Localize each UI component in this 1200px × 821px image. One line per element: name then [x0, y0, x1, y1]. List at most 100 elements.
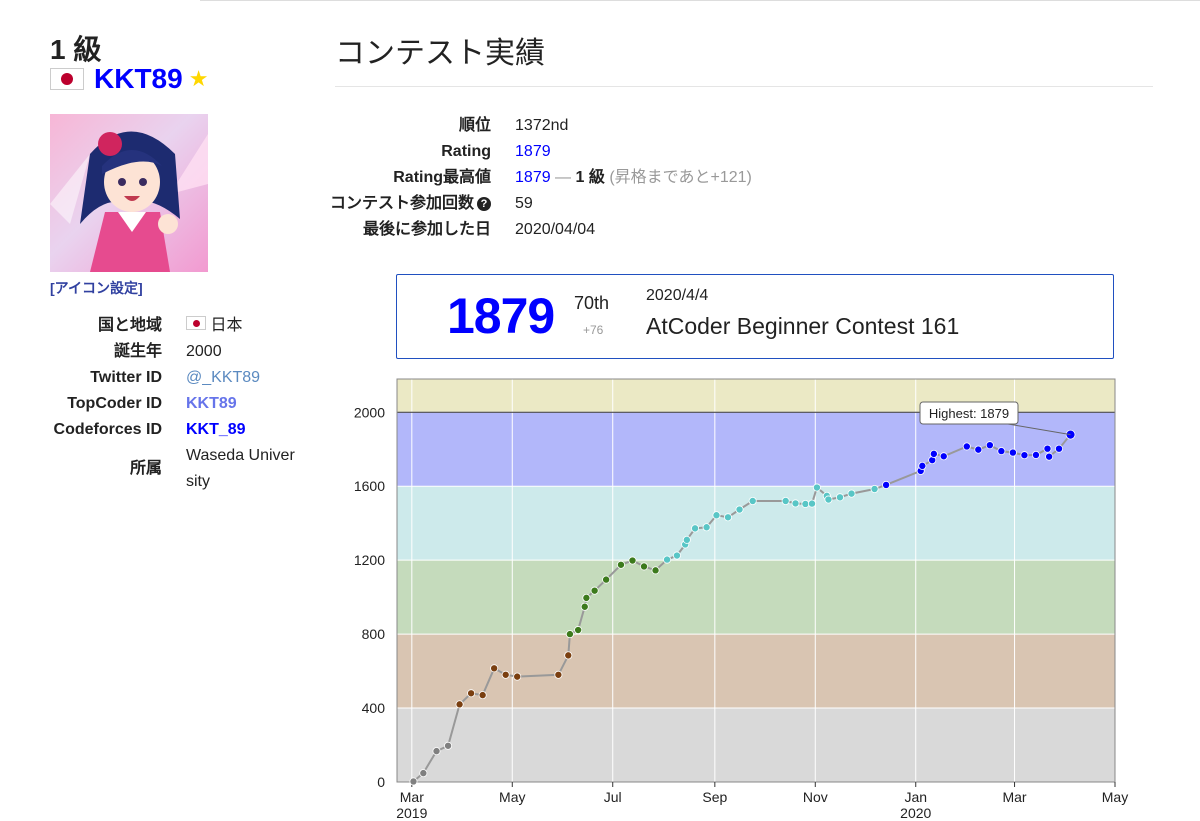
data-point — [590, 586, 599, 595]
contest-rating: 1879 — [447, 288, 555, 344]
data-point — [432, 747, 441, 756]
data-point — [628, 556, 637, 565]
count-value: 59 — [515, 195, 533, 212]
tooltip-leader-line — [1007, 423, 1071, 436]
count-label: コンテスト参加回数 — [330, 195, 475, 212]
help-question-icon[interactable]: ? — [477, 197, 492, 211]
data-point — [1020, 451, 1029, 460]
x-tick-label: Mar — [400, 789, 424, 805]
stats-row-rating: Rating 1879 — [330, 139, 752, 165]
contest-name-link[interactable]: AtCoder Beginner Contest 161 — [646, 313, 960, 339]
data-point — [574, 626, 583, 635]
stats-key: Rating最高値 — [393, 169, 492, 186]
data-point — [997, 447, 1006, 456]
stats-table: 順位 1372nd Rating 1879 Rating最高値 1879 — 1… — [330, 113, 752, 243]
data-point — [748, 497, 757, 506]
data-point — [651, 566, 660, 575]
rating-band-3 — [397, 486, 1115, 561]
data-point — [467, 689, 476, 698]
data-point — [663, 555, 672, 564]
y-tick-label: 800 — [362, 626, 386, 642]
data-point — [712, 511, 721, 520]
codeforces-link[interactable]: KKT_89 — [186, 421, 246, 438]
data-point — [1043, 444, 1052, 453]
rating-band-4 — [397, 412, 1115, 487]
data-point — [640, 562, 649, 571]
twitter-link[interactable]: @_KKT89 — [186, 369, 261, 386]
data-point — [582, 593, 591, 602]
profile-row-topcoder: TopCoder ID KKT89 — [40, 391, 310, 417]
stats-row-last: 最後に参加した日 2020/04/04 — [330, 217, 752, 243]
data-point — [801, 499, 810, 508]
plot-frame — [396, 378, 1116, 783]
user-line: KKT89 ★ — [50, 62, 208, 96]
stats-row-count: コンテスト参加回数? 59 — [330, 191, 752, 217]
contest-summary-box: 1879 70th +76 2020/4/4 AtCoder Beginner … — [396, 274, 1114, 359]
birth-year-value: 2000 — [186, 343, 222, 360]
japan-flag-icon — [50, 68, 84, 90]
data-point — [554, 670, 563, 679]
data-point — [490, 664, 499, 673]
profile-row-codeforces: Codeforces ID KKT_89 — [40, 417, 310, 443]
data-point — [870, 484, 879, 493]
profile-key: 誕生年 — [113, 343, 162, 360]
y-tick-label: 1600 — [354, 478, 385, 494]
profile-row-twitter: Twitter ID @_KKT89 — [40, 365, 310, 391]
data-point — [1008, 448, 1017, 457]
data-point — [444, 741, 453, 750]
contest-date: 2020/4/4 — [646, 287, 709, 304]
stats-key: Rating — [441, 143, 492, 160]
data-point — [939, 452, 948, 461]
data-point — [409, 777, 418, 786]
data-point — [419, 769, 428, 778]
profile-key: Codeforces ID — [53, 421, 162, 438]
data-point — [513, 672, 522, 681]
icon-setting-link[interactable]: [アイコン設定] — [50, 280, 143, 296]
highest-grade: 1 級 — [575, 169, 605, 186]
country-value: 日本 — [210, 317, 243, 334]
data-point — [974, 445, 983, 454]
data-point — [882, 480, 891, 489]
profile-key: TopCoder ID — [67, 395, 162, 412]
data-point — [962, 442, 971, 451]
y-tick-label: 1200 — [354, 552, 385, 568]
x-tick-label: Mar — [1002, 789, 1026, 805]
data-point — [682, 535, 691, 544]
profile-table: 国と地域 日本 誕生年 2000 Twitter ID @_KKT89 TopC… — [40, 313, 310, 495]
data-point — [835, 493, 844, 502]
data-point — [672, 551, 681, 560]
profile-row-country: 国と地域 日本 — [40, 313, 310, 339]
x-tick-label: Jan — [904, 789, 927, 805]
data-point — [724, 513, 733, 522]
stats-key: 順位 — [459, 117, 492, 134]
profile-key: Twitter ID — [90, 369, 162, 386]
contest-place: 70th — [574, 293, 610, 313]
data-point — [781, 497, 790, 506]
data-point — [478, 691, 487, 700]
data-point — [918, 461, 927, 470]
data-point — [691, 524, 700, 533]
rating-band-2 — [397, 560, 1115, 635]
data-point — [1045, 452, 1054, 461]
data-point — [791, 499, 800, 508]
topcoder-link[interactable]: KKT89 — [186, 395, 237, 412]
promotion-note: (昇格まであと+121) — [609, 169, 752, 186]
section-divider — [335, 86, 1153, 87]
data-point — [602, 575, 611, 584]
stats-key: 最後に参加した日 — [363, 221, 492, 238]
data-point — [564, 651, 573, 660]
data-point — [565, 630, 574, 639]
x-tick-label: Nov — [803, 789, 828, 805]
data-point — [501, 670, 510, 679]
data-point — [812, 483, 821, 492]
username-link[interactable]: KKT89 — [94, 63, 183, 94]
rating-diff: +76 — [583, 323, 604, 337]
profile-key: 国と地域 — [97, 317, 162, 334]
profile-value: 日本 — [186, 313, 310, 339]
highest-separator: — — [550, 169, 576, 186]
highest-tooltip-label: Highest: 1879 — [929, 406, 1009, 421]
data-point — [847, 489, 856, 498]
japan-flag-icon — [186, 316, 206, 330]
data-point — [702, 523, 711, 532]
